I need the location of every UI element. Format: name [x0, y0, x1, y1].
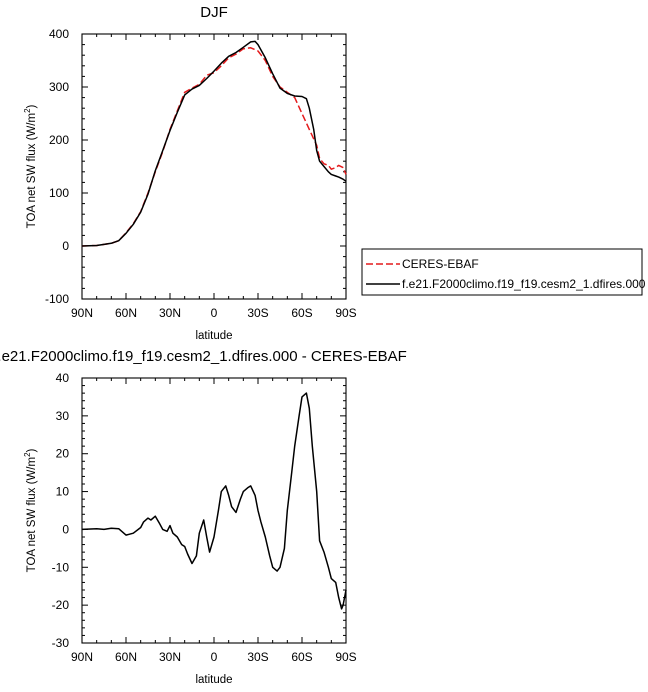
y-axis-label-close: )	[26, 448, 38, 452]
panel-2: f.e21.F2000climo.f19_f19.cesm2_1.dfires.…	[0, 348, 407, 686]
y-tick-label: 20	[56, 447, 70, 461]
legend-entry-1: CERES-EBAF	[402, 257, 479, 271]
y-tick-label: 100	[49, 186, 69, 200]
x-tick-label: 30N	[159, 650, 181, 664]
x-tick-label: 60N	[115, 650, 137, 664]
series-line-1	[81, 47, 347, 247]
chart-title: f.e21.F2000climo.f19_f19.cesm2_1.dfires.…	[0, 348, 407, 365]
x-tick-label: 0	[211, 650, 218, 664]
x-tick-label: 60S	[291, 306, 312, 320]
y-tick-label: -30	[52, 636, 70, 650]
x-axis-label: latitude	[195, 330, 232, 342]
x-tick-label: 0	[211, 306, 218, 320]
y-axis-label: TOA net SW flux (W/m2)	[23, 104, 38, 228]
y-tick-label: -20	[52, 598, 70, 612]
x-tick-label: 90N	[71, 306, 93, 320]
chart-title: DJF	[200, 4, 228, 21]
y-axis-label-text: TOA net SW flux (W/m	[26, 113, 38, 228]
series-line-1	[81, 392, 347, 610]
y-axis-label: TOA net SW flux (W/m2)	[23, 448, 38, 572]
series-line-2	[81, 40, 347, 247]
x-tick-label: 30S	[247, 306, 268, 320]
y-tick-label: 300	[49, 80, 69, 94]
legend-entry-2: f.e21.F2000climo.f19_f19.cesm2_1.dfires.…	[402, 277, 646, 291]
y-tick-label: -10	[52, 560, 70, 574]
x-tick-label: 30S	[247, 650, 268, 664]
y-tick-label: 0	[62, 522, 69, 536]
y-tick-label: -100	[45, 292, 69, 306]
y-tick-label: 200	[49, 133, 69, 147]
y-tick-label: 40	[56, 371, 70, 385]
x-tick-label: 90N	[71, 650, 93, 664]
panel-1: DJF 90N 60N 30N 0 30S 60S 90S -100 0 100 200 300 400 l…	[23, 4, 646, 342]
x-tick-label: 90S	[335, 306, 356, 320]
x-tick-label: 60N	[115, 306, 137, 320]
legend-box	[361, 248, 643, 296]
plot-frame	[81, 33, 347, 300]
legend: CERES-EBAF f.e21.F2000climo.f19_f19.cesm2…	[361, 248, 646, 296]
x-tick-label: 30N	[159, 306, 181, 320]
x-tick-label: 90S	[335, 650, 356, 664]
y-axis-label-superscript: 2	[23, 108, 32, 113]
x-axis-label: latitude	[195, 674, 232, 686]
y-tick-label: 10	[56, 485, 70, 499]
y-axis-label-superscript: 2	[23, 452, 32, 457]
plot-frame	[81, 377, 347, 644]
y-axis-label-close: )	[26, 104, 38, 108]
y-tick-label: 400	[49, 27, 69, 41]
y-axis-label-text: TOA net SW flux (W/m	[26, 457, 38, 572]
y-tick-label: 30	[56, 409, 70, 423]
x-tick-label: 60S	[291, 650, 312, 664]
y-tick-label: 0	[62, 239, 69, 253]
